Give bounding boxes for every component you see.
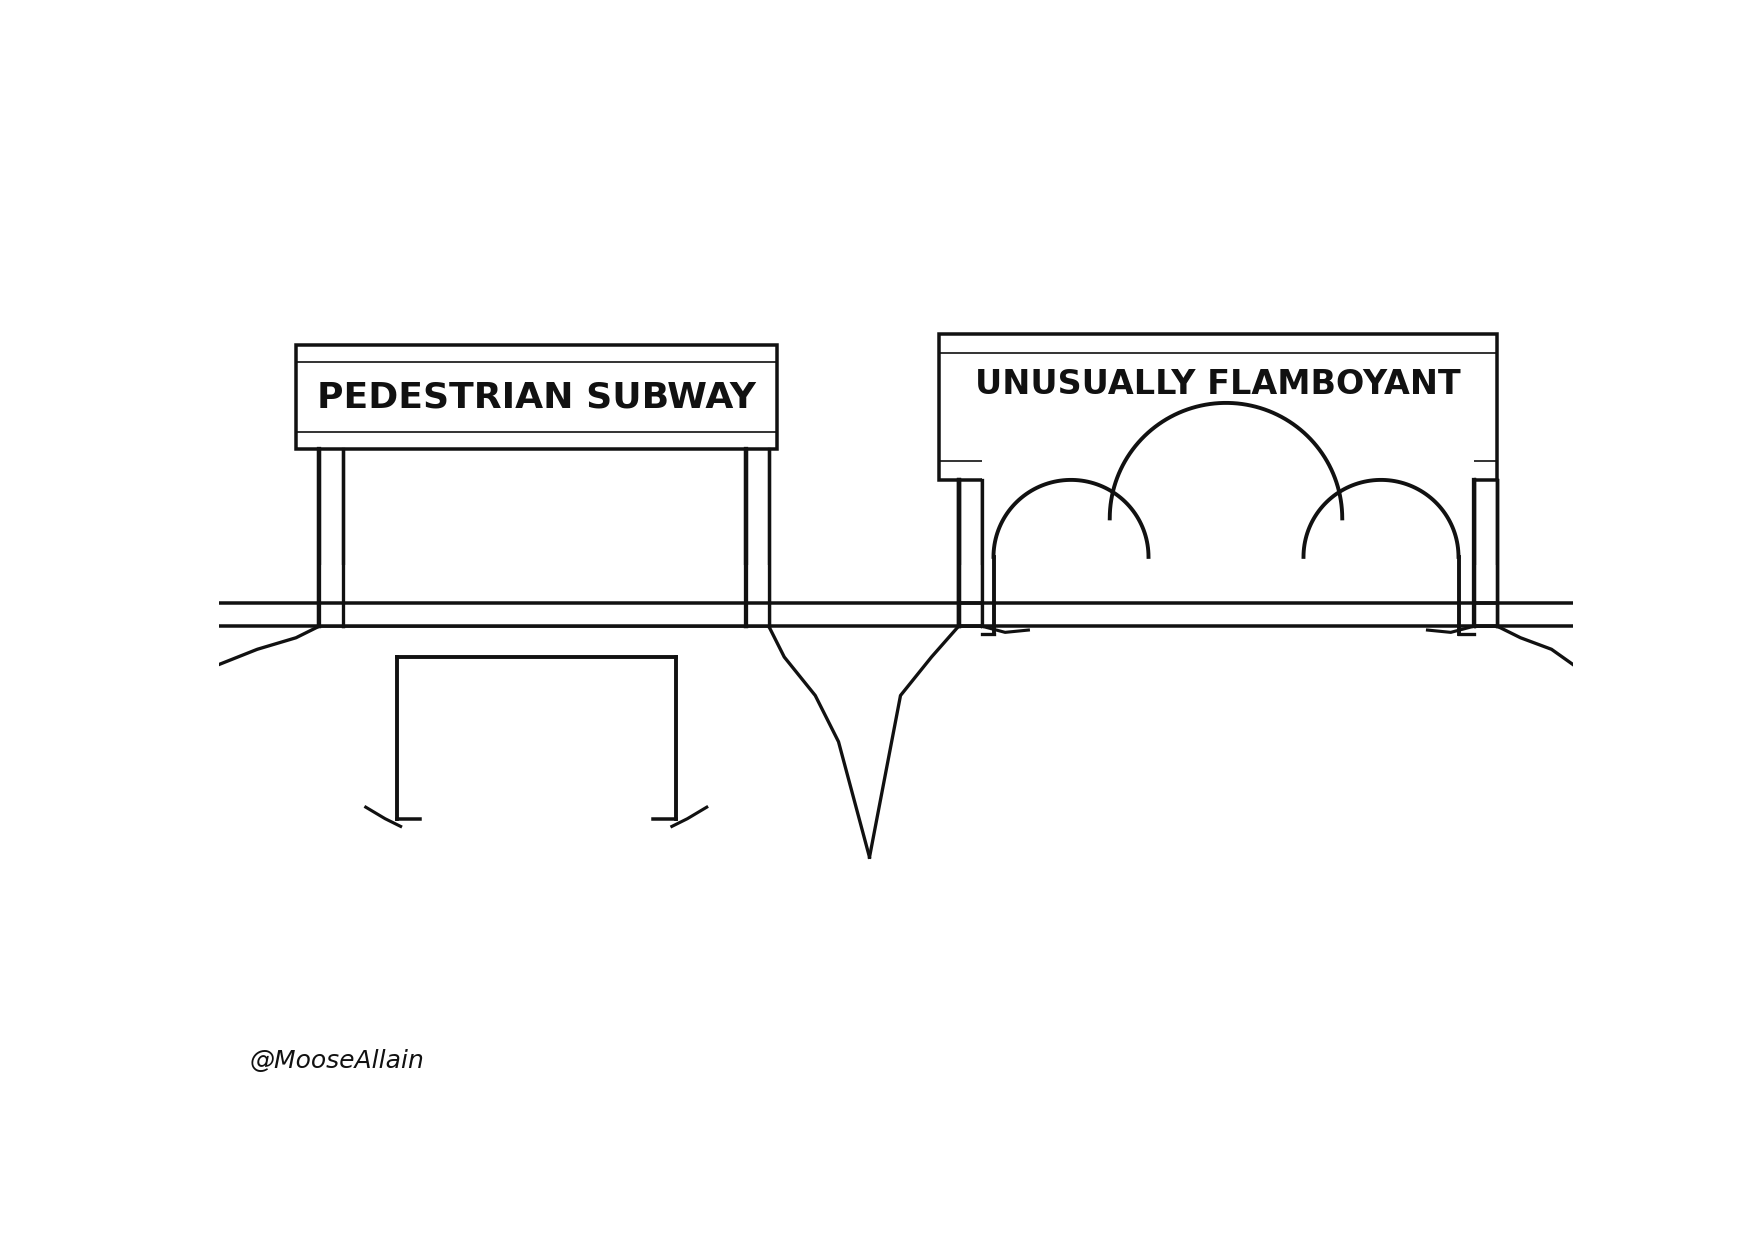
Text: @MooseAllain: @MooseAllain xyxy=(250,1049,425,1073)
Bar xyxy=(958,564,1498,626)
Text: PEDESTRIAN SUBWAY: PEDESTRIAN SUBWAY xyxy=(316,381,755,414)
Text: SUBWAY: SUBWAY xyxy=(1140,419,1297,453)
Bar xyxy=(397,657,676,835)
Bar xyxy=(320,564,769,626)
Bar xyxy=(295,345,776,449)
Bar xyxy=(939,334,1498,480)
Bar xyxy=(982,403,1474,672)
Text: UNUSUALLY FLAMBOYANT: UNUSUALLY FLAMBOYANT xyxy=(975,368,1461,402)
